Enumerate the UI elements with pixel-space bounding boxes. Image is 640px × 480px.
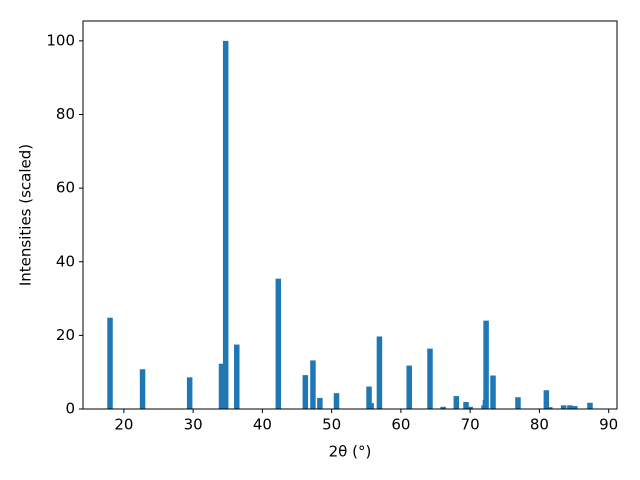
x-tick-label: 90 [599, 416, 618, 434]
bar [302, 375, 309, 409]
x-axis-label: 2θ (°) [329, 443, 372, 461]
y-axis-label: Intensities (scaled) [17, 144, 35, 286]
bar [427, 348, 433, 409]
y-tick-label: 20 [56, 326, 75, 344]
y-tick-label: 80 [56, 105, 75, 123]
y-tick-label: 60 [56, 179, 75, 197]
bar [234, 344, 240, 409]
bar [186, 377, 193, 409]
x-tick-label: 80 [530, 416, 549, 434]
x-tick-label: 70 [461, 416, 480, 434]
bar [567, 405, 573, 409]
bar [275, 278, 282, 409]
x-tick-label: 20 [114, 416, 133, 434]
bar [376, 336, 383, 409]
bar [483, 320, 489, 409]
y-tick-label: 100 [46, 31, 75, 49]
bar [490, 375, 496, 409]
bar [467, 406, 473, 409]
x-tick-label: 60 [391, 416, 410, 434]
x-tick-label: 30 [184, 416, 203, 434]
bar [572, 406, 578, 409]
bar [366, 386, 372, 409]
bar [317, 397, 323, 409]
bar [139, 369, 146, 409]
bar [515, 397, 521, 409]
bar [440, 406, 446, 409]
plot-frame [82, 20, 618, 410]
bar [368, 403, 374, 409]
bar [107, 317, 113, 409]
bar [587, 402, 593, 409]
x-tick-label: 50 [322, 416, 341, 434]
bar [218, 363, 225, 409]
bar [560, 405, 567, 409]
bar [453, 396, 460, 409]
y-tick-label: 0 [65, 400, 75, 418]
bar [310, 360, 316, 409]
bar [406, 365, 412, 409]
y-tick-label: 40 [56, 252, 75, 270]
bar [222, 40, 229, 409]
bar [463, 402, 469, 409]
bar [547, 407, 553, 409]
bar [333, 393, 340, 409]
bar [543, 390, 550, 409]
x-tick-label: 40 [253, 416, 272, 434]
